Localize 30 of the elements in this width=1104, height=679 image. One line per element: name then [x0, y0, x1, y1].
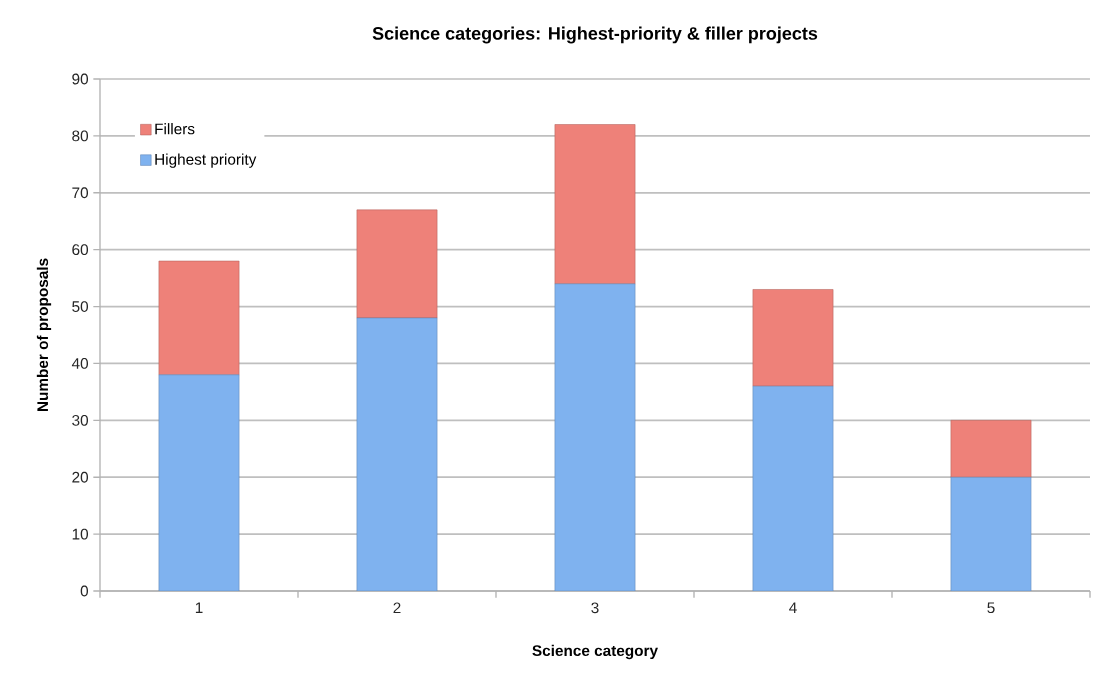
x-tick-label: 2 — [393, 602, 401, 614]
y-tick-label: 30 — [72, 414, 89, 426]
bar — [158, 260, 240, 376]
x-tick-label: 5 — [987, 602, 995, 614]
chart-title: Science categories: Highest-priority & filler projects — [372, 26, 818, 44]
bar — [356, 317, 438, 591]
bar — [554, 283, 636, 591]
bar — [554, 124, 636, 285]
y-tick-label: 40 — [71, 358, 89, 369]
x-axis-title: Science category — [532, 644, 658, 660]
y-axis-title: Number of proposals — [36, 258, 52, 412]
bar — [950, 420, 1032, 478]
x-tick-label: 3 — [591, 602, 599, 614]
bar — [356, 209, 438, 319]
legend-label: Highest priority — [155, 153, 257, 168]
y-tick-label: 60 — [72, 244, 89, 256]
y-tick-label: 50 — [72, 301, 89, 312]
y-tick-label: 10 — [72, 528, 89, 540]
x-tick-label: 4 — [789, 602, 797, 613]
y-tick-label: 0 — [80, 585, 89, 597]
y-tick-label: 80 — [72, 130, 89, 142]
bar — [752, 385, 834, 591]
y-tick-label: 20 — [72, 471, 89, 483]
y-tick-label: 70 — [72, 187, 89, 199]
x-tick-label: 1 — [195, 602, 203, 613]
y-tick-label: 90 — [72, 73, 89, 85]
bar — [950, 476, 1032, 591]
bar — [752, 289, 834, 387]
bar — [158, 374, 240, 591]
legend-label: Fillers — [155, 123, 195, 135]
